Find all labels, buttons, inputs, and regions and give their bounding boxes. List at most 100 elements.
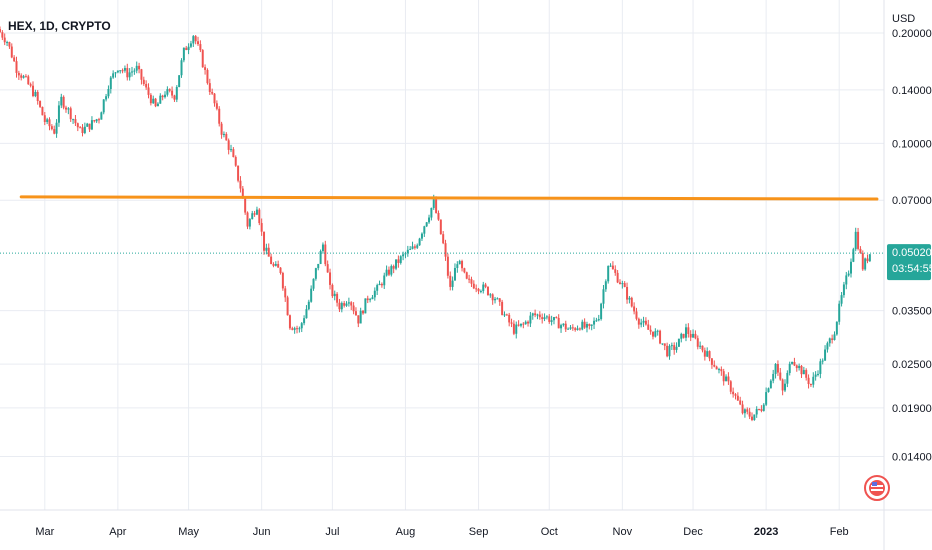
candle: [468, 274, 471, 284]
candle: [515, 321, 518, 339]
candle: [135, 61, 138, 74]
current-price-tag: 0.05020 03:54:55: [887, 244, 932, 281]
candle: [687, 323, 690, 338]
candle: [168, 88, 171, 93]
candle: [29, 82, 32, 88]
candle: [861, 250, 864, 271]
x-tick-label: 2023: [754, 526, 778, 538]
candle: [456, 261, 459, 273]
candle: [350, 301, 353, 311]
current-price-value: 0.05020: [892, 247, 932, 259]
candle: [331, 283, 334, 298]
candle: [696, 335, 699, 350]
candle: [182, 47, 185, 63]
candle: [1, 30, 4, 41]
time-axis[interactable]: Mar Apr May Jun Jul Aug Sep Oct Nov Dec 2023 Feb: [35, 526, 848, 538]
candle: [338, 298, 341, 313]
x-tick-label: Aug: [396, 526, 416, 538]
candle: [147, 83, 150, 99]
candle: [199, 40, 202, 53]
candle: [218, 106, 221, 127]
candle: [722, 368, 725, 386]
candle: [812, 372, 815, 388]
candle: [642, 316, 645, 327]
candle: [164, 91, 167, 99]
candle: [708, 350, 711, 362]
flag-icon[interactable]: [864, 475, 890, 501]
candle: [710, 358, 713, 369]
candle: [156, 102, 159, 107]
candle: [399, 255, 402, 265]
candle: [635, 307, 638, 321]
price-axis[interactable]: 0.20000 0.14000 0.10000 0.07000 0.03500 0.025…: [892, 28, 932, 463]
candle: [824, 345, 827, 361]
candle: [251, 210, 254, 220]
candle: [628, 296, 631, 304]
grid: [0, 0, 884, 510]
candle: [475, 284, 478, 293]
candle: [305, 305, 308, 319]
candle: [795, 364, 798, 372]
candle: [826, 341, 829, 353]
candle: [354, 307, 357, 316]
candle: [48, 117, 51, 131]
candle: [779, 367, 782, 381]
candle: [98, 117, 101, 124]
candle: [27, 74, 30, 85]
candle: [72, 118, 75, 124]
candle: [689, 330, 692, 342]
x-tick-label: Apr: [109, 526, 126, 538]
y-tick-label: 0.01400: [892, 451, 932, 463]
horizontal-resistance-line[interactable]: [19, 195, 879, 201]
bar-countdown: 03:54:55: [892, 263, 932, 275]
candle: [222, 131, 225, 138]
candle: [725, 374, 728, 382]
candle: [406, 245, 409, 257]
candle: [699, 341, 702, 350]
candle: [62, 95, 65, 110]
candle: [277, 260, 280, 268]
candle: [246, 211, 249, 230]
candle: [378, 280, 381, 286]
candle: [272, 262, 275, 268]
candle: [854, 227, 857, 252]
candle: [531, 312, 534, 320]
candle: [623, 281, 626, 288]
candle: [510, 318, 513, 328]
x-tick-label: Jul: [325, 526, 339, 538]
candle: [508, 312, 511, 327]
candle: [701, 345, 704, 353]
candle: [536, 313, 539, 320]
candle: [284, 285, 287, 302]
chart-title: HEX, 1D, CRYPTO: [8, 19, 111, 33]
candle: [281, 271, 284, 291]
candle: [265, 243, 268, 255]
candle: [682, 333, 685, 339]
candle: [390, 264, 393, 277]
candle: [489, 293, 492, 298]
candle: [81, 124, 84, 137]
candle: [376, 283, 379, 296]
candle: [133, 68, 136, 75]
candle: [715, 365, 718, 370]
candle: [465, 271, 468, 280]
candle: [491, 293, 494, 305]
candle: [656, 329, 659, 336]
candle: [666, 342, 669, 358]
candle: [651, 331, 654, 340]
candle: [392, 264, 395, 274]
candle: [809, 383, 812, 387]
candle: [800, 365, 803, 379]
candle: [185, 45, 188, 51]
candle: [494, 296, 497, 304]
candle: [371, 294, 374, 300]
candle: [227, 138, 230, 155]
candle: [161, 94, 164, 101]
candle: [121, 68, 124, 74]
candle: [413, 244, 416, 250]
candle: [300, 321, 303, 333]
x-tick-label: May: [178, 526, 199, 538]
candle: [22, 74, 25, 79]
candle: [590, 324, 593, 331]
